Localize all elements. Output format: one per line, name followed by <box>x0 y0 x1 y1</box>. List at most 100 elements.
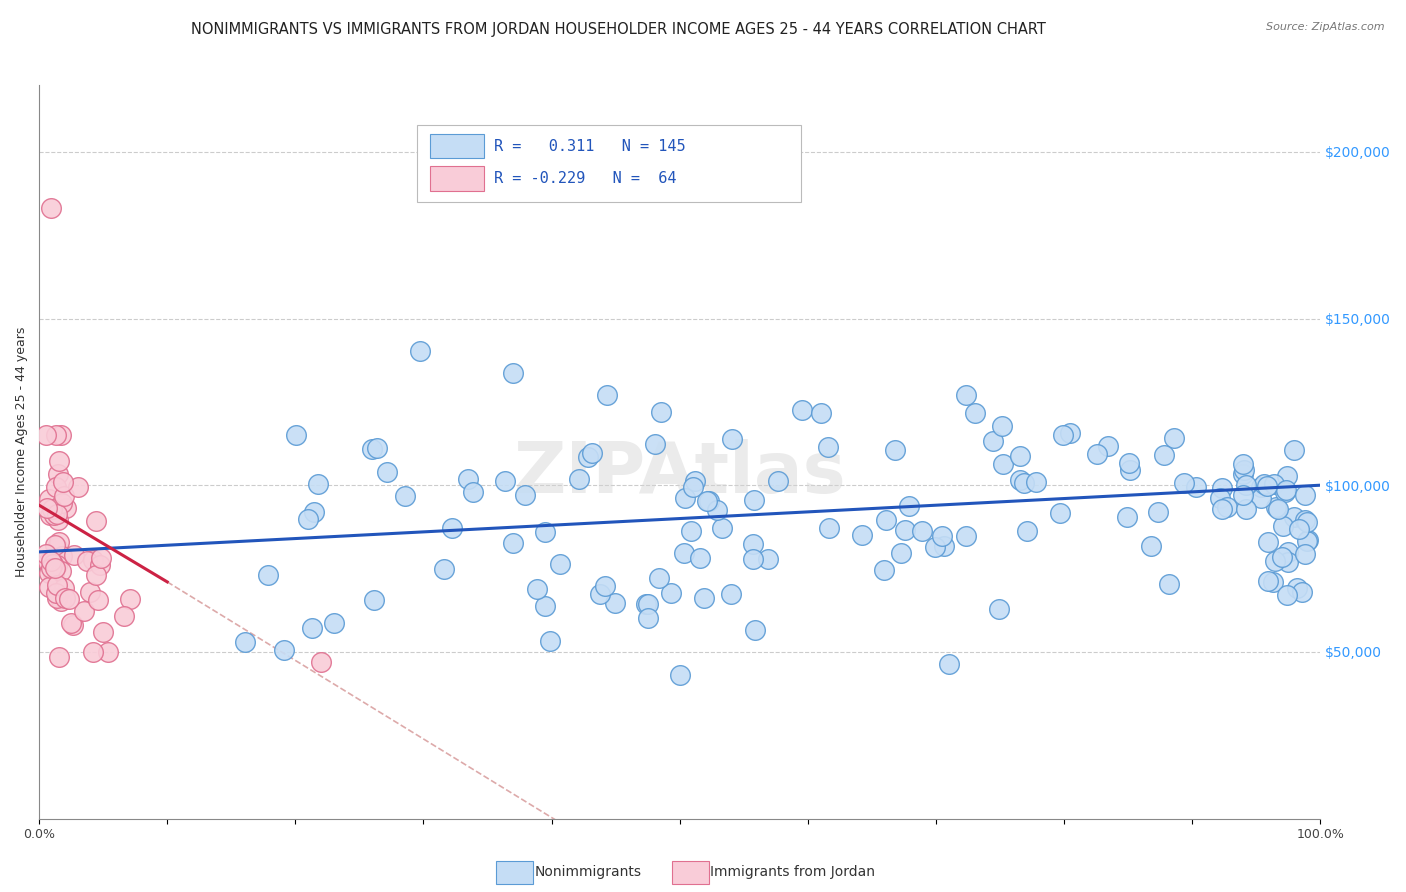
Point <box>79 585 101 599</box>
Point <box>301 621 323 635</box>
Point <box>1209 491 1232 506</box>
Point <box>993 457 1015 471</box>
Point <box>890 546 912 560</box>
Point <box>58 591 80 606</box>
Point <box>1052 428 1074 442</box>
Point <box>1275 483 1298 498</box>
Point <box>981 434 1004 448</box>
Point <box>457 472 479 486</box>
Point <box>538 633 561 648</box>
Point <box>987 601 1010 615</box>
Point <box>1233 463 1256 477</box>
Point <box>898 500 921 514</box>
Point <box>742 537 765 551</box>
Point <box>39 554 62 568</box>
Point <box>82 553 104 567</box>
Point <box>1159 577 1181 591</box>
Point <box>44 538 66 552</box>
Point <box>38 580 60 594</box>
Point <box>931 529 953 543</box>
Point <box>297 512 319 526</box>
Point <box>1119 463 1142 477</box>
Point <box>48 650 70 665</box>
Point <box>1215 500 1237 514</box>
Point <box>46 591 69 605</box>
Point <box>875 513 897 527</box>
Point <box>593 579 616 593</box>
Point <box>377 465 399 479</box>
Point <box>39 202 62 216</box>
Point <box>924 541 946 555</box>
Point <box>682 480 704 494</box>
Point <box>1049 506 1071 520</box>
Point <box>35 547 58 561</box>
Point <box>710 521 733 535</box>
Point <box>97 645 120 659</box>
Point <box>758 551 780 566</box>
Point <box>636 597 658 611</box>
Point <box>1139 539 1161 553</box>
Point <box>1263 476 1285 491</box>
Point <box>51 593 73 607</box>
Point <box>766 475 789 489</box>
Point <box>440 521 463 535</box>
Text: R = -0.229   N =  64: R = -0.229 N = 64 <box>494 170 676 186</box>
Point <box>1296 515 1319 529</box>
Point <box>681 524 703 539</box>
Point <box>894 523 917 537</box>
FancyBboxPatch shape <box>430 166 484 191</box>
Point <box>39 508 62 522</box>
Point <box>502 536 524 550</box>
Point <box>1282 509 1305 524</box>
Point <box>84 568 107 582</box>
Point <box>309 655 332 669</box>
Point <box>1257 535 1279 549</box>
Point <box>46 467 69 481</box>
Point <box>1232 457 1254 471</box>
Point <box>360 442 382 456</box>
Point <box>1296 534 1319 549</box>
Point <box>55 591 77 605</box>
Point <box>693 591 716 605</box>
Point <box>991 418 1014 433</box>
Point <box>1025 475 1047 489</box>
Point <box>1153 448 1175 462</box>
Point <box>637 598 659 612</box>
Point <box>48 535 70 549</box>
Point <box>1232 488 1254 502</box>
Point <box>659 586 682 600</box>
Point <box>1274 485 1296 500</box>
Point <box>46 540 69 554</box>
Point <box>62 618 84 632</box>
Point <box>55 501 77 516</box>
Point <box>49 564 72 578</box>
Point <box>1285 581 1308 595</box>
Point <box>1294 547 1316 561</box>
Point <box>112 608 135 623</box>
Point <box>581 446 603 460</box>
Point <box>721 432 744 446</box>
Point <box>1250 480 1272 494</box>
Text: NONIMMIGRANTS VS IMMIGRANTS FROM JORDAN HOUSEHOLDER INCOME AGES 25 - 44 YEARS CO: NONIMMIGRANTS VS IMMIGRANTS FROM JORDAN … <box>191 22 1046 37</box>
Point <box>1163 431 1185 445</box>
Point <box>706 503 728 517</box>
Point <box>1277 555 1299 569</box>
Point <box>90 551 112 566</box>
Point <box>955 529 977 543</box>
Point <box>235 635 257 649</box>
Point <box>1211 502 1233 516</box>
Point <box>45 578 67 592</box>
Point <box>696 494 718 508</box>
Point <box>46 507 69 521</box>
Point <box>1211 481 1233 495</box>
Point <box>323 615 346 630</box>
Point <box>526 582 548 597</box>
Point <box>669 667 692 681</box>
Y-axis label: Householder Income Ages 25 - 44 years: Householder Income Ages 25 - 44 years <box>15 326 28 577</box>
Point <box>366 442 388 456</box>
Point <box>963 406 986 420</box>
Point <box>409 344 432 359</box>
Point <box>1271 549 1294 564</box>
Point <box>1234 502 1257 516</box>
Point <box>548 557 571 571</box>
